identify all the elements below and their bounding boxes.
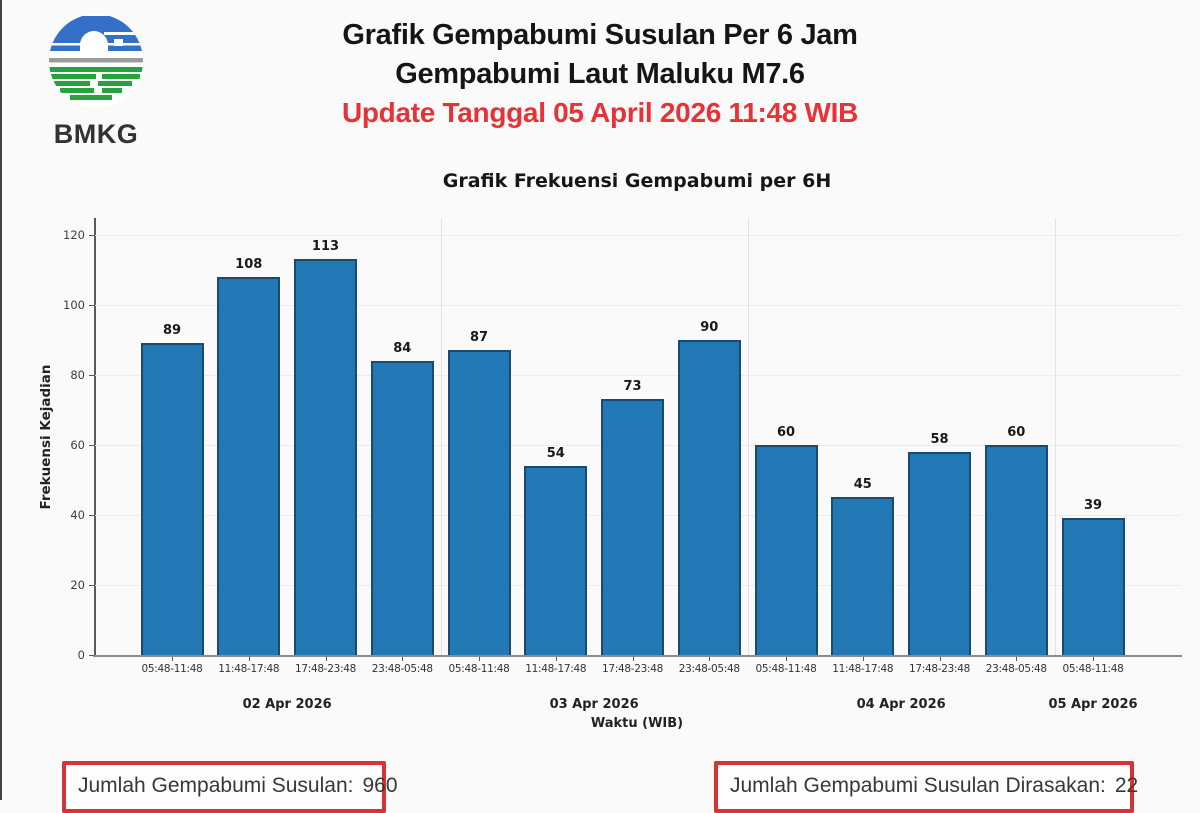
bar-value-label: 45 (853, 477, 872, 492)
bar-value-label: 39 (1083, 498, 1103, 513)
bar (447, 350, 511, 655)
total-aftershocks-box: Jumlah Gempabumi Susulan: 960 (62, 761, 398, 813)
gridline (95, 305, 1181, 306)
total-aftershocks-label: Jumlah Gempabumi Susulan: (78, 774, 354, 797)
bar (370, 361, 434, 655)
gridline (95, 235, 1181, 236)
x-tick-mark (632, 657, 634, 661)
x-tick-mark (325, 657, 327, 661)
bmkg-logo-text: BMKG (53, 119, 139, 149)
x-tick-mark (862, 657, 864, 661)
x-tick-label: 17:48-23:48 (908, 663, 970, 675)
felt-aftershocks-label: Jumlah Gempabumi Susulan Dirasakan: (730, 774, 1106, 797)
bmkg-logo-icon (49, 14, 143, 108)
x-tick-label: 11:48-17:48 (218, 663, 280, 675)
bar-value-label: 87 (469, 330, 489, 345)
y-tick-label: 80 (70, 368, 85, 382)
y-tick-label: 20 (70, 578, 85, 592)
bar-value-label: 108 (235, 257, 263, 272)
bmkg-logo: BMKG (40, 12, 152, 150)
bar (217, 277, 281, 655)
bar (601, 399, 664, 655)
y-tick-label: 40 (70, 508, 85, 522)
update-timestamp: Update Tanggal 05 April 2026 11:48 WIB (341, 97, 859, 128)
y-tick-mark (89, 375, 94, 376)
photo-left-edge (0, 0, 2, 800)
bar (831, 497, 895, 655)
x-tick-label: 05:48-11:48 (141, 663, 203, 675)
y-tick-mark (89, 515, 94, 516)
bar (754, 445, 818, 655)
x-tick-label: 05:48-11:48 (448, 663, 510, 675)
x-tick-mark (402, 657, 404, 661)
group-separator (1054, 218, 1056, 655)
bar (524, 466, 588, 655)
y-tick-label: 100 (63, 298, 85, 312)
bar (984, 445, 1048, 655)
bar-value-label: 113 (311, 239, 340, 254)
felt-aftershocks-box: Jumlah Gempabumi Susulan Dirasakan: 22 (714, 761, 1138, 813)
date-group-label: 05 Apr 2026 (1048, 697, 1138, 712)
x-axis-label: Waktu (WIB) (590, 716, 684, 731)
x-tick-label: 23:48-05:48 (371, 663, 433, 675)
x-tick-label: 11:48-17:48 (832, 663, 894, 675)
x-tick-label: 17:48-23:48 (294, 663, 356, 675)
x-tick-label: 11:48-17:48 (525, 663, 587, 675)
chart-title: Grafik Frekuensi Gempabumi per 6H (442, 170, 832, 192)
x-tick-mark (709, 657, 711, 661)
x-tick-mark (939, 657, 941, 661)
bar-value-label: 54 (546, 446, 565, 461)
x-tick-mark (1093, 657, 1094, 661)
main-title-line1: Grafik Gempabumi Susulan Per 6 Jam (342, 19, 858, 51)
bar (677, 340, 741, 655)
bar-value-label: 90 (700, 320, 719, 335)
y-tick-label: 120 (63, 228, 85, 242)
bar-value-label: 60 (776, 425, 796, 440)
y-tick-mark (89, 655, 94, 656)
group-separator (440, 218, 442, 655)
y-axis-line (94, 218, 96, 656)
felt-aftershocks-value: 22 (1114, 774, 1139, 797)
group-separator (747, 218, 749, 655)
date-group-label: 03 Apr 2026 (549, 697, 639, 712)
total-aftershocks-value: 960 (362, 774, 398, 797)
x-tick-mark (248, 657, 250, 661)
y-tick-mark (89, 305, 94, 306)
y-tick-label: 60 (70, 438, 85, 452)
x-axis-line (93, 655, 1182, 657)
x-tick-mark (172, 657, 173, 661)
y-tick-mark (89, 445, 94, 446)
bar-value-label: 60 (1007, 425, 1026, 440)
bar-value-label: 84 (393, 341, 412, 356)
bar (1061, 518, 1125, 655)
x-tick-label: 23:48-05:48 (985, 663, 1047, 675)
y-tick-mark (89, 235, 94, 236)
x-tick-label: 17:48-23:48 (601, 663, 663, 675)
bar-value-label: 58 (930, 432, 949, 447)
bar (140, 343, 204, 655)
bar (294, 259, 357, 655)
x-tick-mark (555, 657, 557, 661)
y-tick-mark (89, 585, 94, 586)
gridline (95, 375, 1181, 376)
bar-value-label: 89 (162, 323, 182, 338)
main-title-line2: Gempabumi Laut Maluku M7.6 (395, 58, 805, 90)
x-tick-mark (479, 657, 480, 661)
y-tick-label: 0 (77, 648, 85, 662)
x-tick-label: 23:48-05:48 (678, 663, 740, 675)
header-titles: Grafik Gempabumi Susulan Per 6 Jam Gempa… (0, 16, 1200, 132)
x-tick-label: 05:48-11:48 (755, 663, 817, 675)
date-group-label: 02 Apr 2026 (242, 697, 332, 712)
bar (908, 452, 971, 655)
x-tick-label: 05:48-11:48 (1062, 663, 1124, 675)
bar-value-label: 73 (623, 379, 642, 394)
x-tick-mark (786, 657, 787, 661)
date-group-label: 04 Apr 2026 (856, 697, 946, 712)
x-tick-mark (1016, 657, 1018, 661)
